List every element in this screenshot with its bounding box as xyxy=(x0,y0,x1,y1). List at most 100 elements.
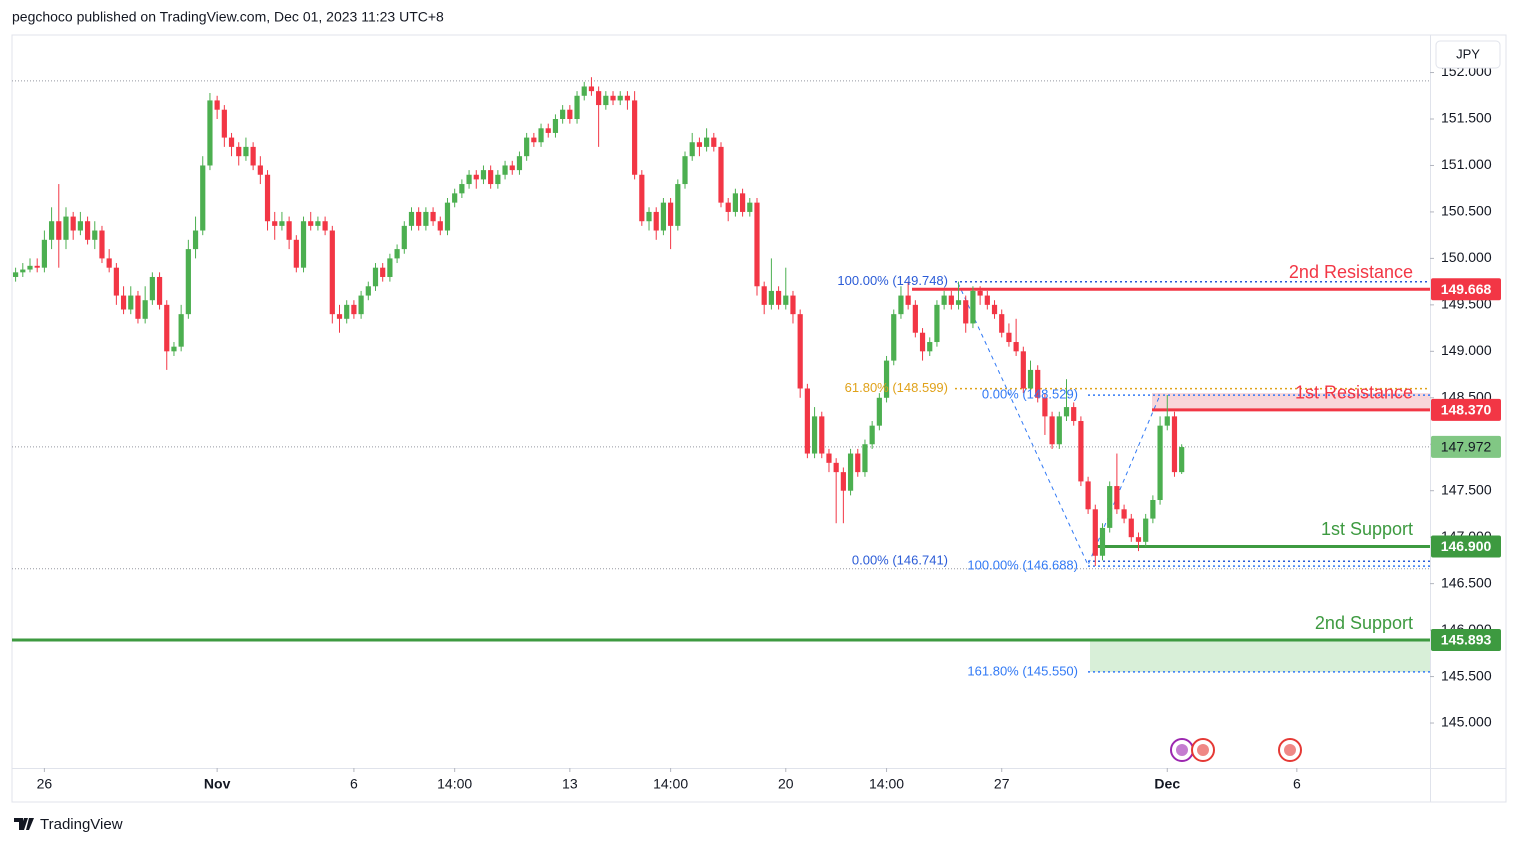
candle-body xyxy=(898,295,904,315)
candle-body xyxy=(1049,416,1055,445)
candle-body xyxy=(725,202,731,212)
candle-body xyxy=(646,211,652,222)
candle-body xyxy=(797,314,803,389)
x-tick-label: 14:00 xyxy=(653,776,688,792)
y-tick-label: 151.500 xyxy=(1441,110,1492,126)
x-tick-label: Dec xyxy=(1154,776,1180,792)
price-tag-label: 146.900 xyxy=(1441,538,1492,554)
candle-body xyxy=(739,193,746,212)
candle-body xyxy=(567,109,573,120)
candle-body xyxy=(264,174,271,222)
candle-body xyxy=(538,128,544,143)
candle-body xyxy=(747,202,753,212)
event-icon-dot xyxy=(1197,744,1209,756)
candle-body xyxy=(509,165,515,171)
candle-body xyxy=(466,174,472,185)
candle-body xyxy=(27,265,33,270)
candle-body xyxy=(430,211,436,222)
candle-body xyxy=(675,184,681,226)
candle-body xyxy=(300,221,307,268)
candle-body xyxy=(387,258,393,277)
fib-label: 61.80% (148.599) xyxy=(845,380,948,395)
candle-body xyxy=(149,276,155,301)
candle-body xyxy=(668,202,674,226)
candle-body xyxy=(380,267,386,277)
candle-body xyxy=(1085,481,1091,510)
candle-body xyxy=(790,295,796,315)
candle-body xyxy=(862,444,868,473)
candle-body xyxy=(552,119,559,133)
y-tick-label: 149.000 xyxy=(1441,342,1492,358)
candle-body xyxy=(768,290,774,305)
y-tick-label: 145.500 xyxy=(1441,667,1492,683)
x-tick-label: 13 xyxy=(562,776,578,792)
candle-body xyxy=(581,86,587,96)
candle-body xyxy=(200,165,206,231)
candle-body xyxy=(322,221,328,231)
candle-body xyxy=(804,388,810,454)
x-tick-label: 14:00 xyxy=(437,776,472,792)
currency-label: JPY xyxy=(1456,46,1480,61)
candle-body xyxy=(1078,421,1084,482)
candle-body xyxy=(588,86,595,92)
candle-body xyxy=(912,304,918,333)
candle-body xyxy=(775,290,782,305)
y-tick-label: 145.000 xyxy=(1441,714,1492,730)
candle-body xyxy=(876,397,882,426)
candle-body xyxy=(833,462,839,473)
price-tag-label: 148.370 xyxy=(1441,402,1492,418)
candle-body xyxy=(502,165,508,175)
candle-body xyxy=(372,267,379,287)
candle-body xyxy=(92,230,98,240)
candle-body xyxy=(164,304,170,352)
price-tag xyxy=(1431,535,1501,558)
candle-body xyxy=(660,202,667,231)
candle-body xyxy=(365,286,371,296)
candle-body xyxy=(1164,416,1170,426)
brand-name: TradingView xyxy=(40,816,123,833)
candle-body xyxy=(459,184,465,194)
candle-body xyxy=(63,216,69,240)
candle-body xyxy=(70,216,76,231)
candle-body xyxy=(610,95,616,101)
candle-body xyxy=(531,137,537,143)
candle-body xyxy=(351,304,357,315)
candle-body xyxy=(560,109,566,120)
candle-body xyxy=(819,416,825,454)
candle-body xyxy=(639,174,645,222)
candle-body xyxy=(1128,518,1134,538)
fib-label: 100.00% (149.748) xyxy=(837,273,948,288)
candle-body xyxy=(423,211,429,226)
last-price-label: 147.972 xyxy=(1441,439,1492,455)
candle-body xyxy=(358,295,364,315)
candle-body xyxy=(1013,342,1019,352)
candle-body xyxy=(847,453,854,491)
candle-body xyxy=(545,128,551,133)
zone xyxy=(1090,640,1430,672)
candle-body xyxy=(128,295,134,310)
candle-body xyxy=(480,170,487,180)
last-price-tag xyxy=(1431,435,1501,458)
candle-body xyxy=(941,295,947,305)
candle-body xyxy=(444,202,451,231)
candle-body xyxy=(171,346,177,352)
candle-body xyxy=(869,425,875,445)
candle-body xyxy=(1035,369,1041,398)
price-tag-label: 149.668 xyxy=(1441,281,1492,297)
candle-body xyxy=(408,211,415,226)
candle-body xyxy=(1107,486,1113,528)
candle-body xyxy=(970,290,976,324)
candle-body xyxy=(1071,407,1077,422)
candle-body xyxy=(826,453,832,463)
candle-body xyxy=(336,314,343,319)
candle-body xyxy=(236,146,242,157)
candle-body xyxy=(1114,486,1120,510)
candle-body xyxy=(99,230,105,259)
fib-label: 161.80% (145.550) xyxy=(967,663,1078,678)
candle-body xyxy=(596,91,602,106)
candle-body xyxy=(1092,509,1098,556)
brand-logo xyxy=(14,818,34,830)
event-icon-dot xyxy=(1176,744,1188,756)
